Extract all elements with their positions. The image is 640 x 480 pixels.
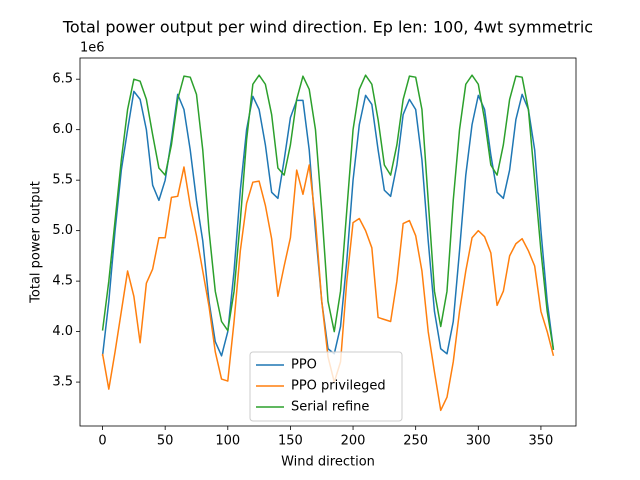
line-series: [101, 90, 555, 357]
y-tick-label: 6.5: [52, 72, 73, 87]
x-tick-label: 150: [278, 434, 303, 449]
y-tick-label: 5.0: [52, 223, 73, 238]
x-tick-label: 200: [341, 434, 366, 449]
x-tick-label: 100: [215, 434, 240, 449]
x-tick-label: 0: [98, 434, 106, 449]
line-series: [101, 74, 555, 350]
y-axis-label: Total power output: [29, 181, 44, 304]
y-tick-label: 3.5: [52, 375, 73, 390]
x-tick-label: 300: [466, 434, 491, 449]
y-offset-label: 1e6: [80, 41, 105, 56]
y-tick-label: 4.0: [52, 324, 73, 339]
y-tick-label: 6.0: [52, 122, 73, 137]
legend-label: PPO privileged: [291, 379, 386, 394]
y-tick-label: 5.5: [52, 173, 73, 188]
legend: PPO PPO privileged Serial refine: [249, 351, 403, 422]
x-tick-label: 250: [403, 434, 428, 449]
plot-frame: [79, 57, 577, 427]
legend-label: PPO: [291, 358, 317, 373]
legend-box: [249, 351, 403, 422]
x-tick-label: 350: [529, 434, 554, 449]
y-tick-label: 4.5: [52, 274, 73, 289]
x-axis-label: Wind direction: [281, 455, 375, 470]
x-tick-label: 50: [157, 434, 174, 449]
legend-label: Serial refine: [291, 400, 369, 415]
chart-title: Total power output per wind direction. E…: [62, 18, 593, 37]
